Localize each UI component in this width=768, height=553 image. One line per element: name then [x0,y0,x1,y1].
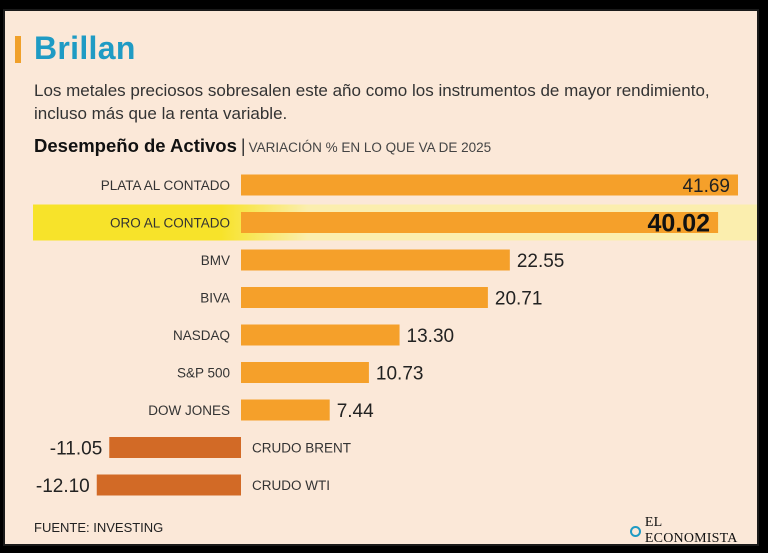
value-label-plata-al-contado: 41.69 [682,176,730,197]
bar-biva [241,287,488,308]
bar-bmv [241,249,510,271]
category-label-dow-jones: DOW JONES [148,403,230,418]
category-label-oro-al-contado: ORO AL CONTADO [110,216,230,231]
category-label-bmv: BMV [201,253,230,268]
value-label-dow-jones: 7.44 [337,401,374,422]
logo-text: EL ECONOMISTA [644,515,738,546]
bar-chart: PLATA AL CONTADO 41.69 ORO AL CONTADO 40.02… [33,174,757,497]
source-note: FUENTE: INVESTING [34,520,164,535]
page-title: Brillan [34,30,136,66]
value-label-crudo-wti: -12.10 [36,476,90,497]
publisher-logo: EL ECONOMISTA [630,515,757,546]
value-label-sandp-500: 10.73 [376,364,424,385]
category-label-nasdaq: NASDAQ [173,328,230,343]
bar-crudo-brent [109,437,241,458]
value-label-biva: 20.71 [495,289,543,310]
value-label-nasdaq: 13.30 [407,326,455,347]
bar-sandp-500 [241,362,369,383]
bar-dow-jones [241,399,330,421]
category-label-crudo-wti: CRUDO WTI [252,478,330,493]
category-label-plata-al-contado: PLATA AL CONTADO [101,178,230,193]
chart-subtitle: VARIACIÓN % EN LO QUE VA DE 2025 [248,140,492,155]
category-label-sandp-500: S&P 500 [177,366,230,381]
value-label-crudo-brent: -11.05 [50,439,102,460]
title-accent-bar [15,36,21,63]
category-label-biva: BIVA [200,291,230,306]
chart-title: Desempeño de Activos [34,135,237,156]
chart-heading: Desempeño de Activos | VARIACIÓN % EN LO Q… [34,135,491,157]
el-economista-logo-icon [630,525,641,537]
bar-plata-al-contado [241,174,738,196]
value-label-oro-al-contado: 40.02 [648,210,711,238]
bar-oro-al-contado [241,212,719,233]
bar-crudo-wti [96,474,241,496]
page-subtitle: Los metales preciosos sobresalen este añ… [34,81,710,123]
category-label-crudo-brent: CRUDO BRENT [252,441,351,456]
bar-nasdaq [241,324,400,346]
infographic-frame: Brillan Los metales preciosos sobresalen… [3,9,759,546]
value-label-bmv: 22.55 [517,251,565,272]
chart-heading-separator: | [240,136,246,156]
